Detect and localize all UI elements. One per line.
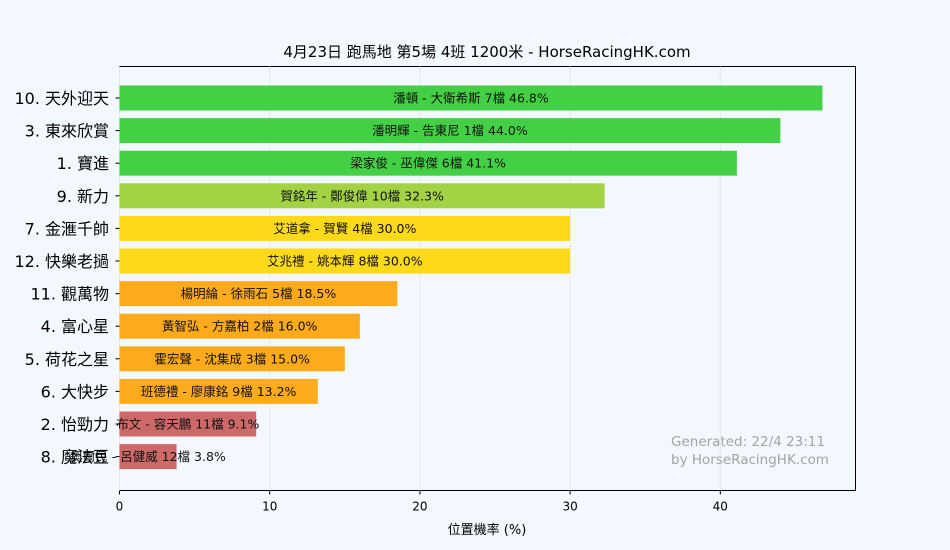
x-tick-label: 30: [562, 500, 577, 514]
bar-label: 楊明綸 - 徐雨石 5檔 18.5%: [181, 286, 337, 301]
category-label: 6. 大快步: [41, 382, 109, 401]
chart-title: 4月23日 跑馬地 第5場 4班 1200米 - HorseRacingHK.c…: [283, 43, 690, 61]
bars-group: 潘頓 - 大衛希斯 7檔 46.8% 潘明輝 - 告東尼 1檔 44.0% 梁家俊 …: [70, 85, 823, 470]
bar-label: 奧爾民 - 呂健威 12檔 3.8%: [70, 449, 226, 464]
bar-label: 布文 - 容天鵬 11檔 9.1%: [116, 417, 259, 432]
bar: [119, 444, 177, 470]
bar: [119, 85, 823, 111]
category-label: 8. 魔法豆: [41, 448, 109, 467]
bar-label: 賀銘年 - 鄭俊偉 10檔 32.3%: [280, 188, 444, 203]
category-label: 11. 觀萬物: [30, 285, 109, 304]
category-label: 1. 寶進: [57, 154, 109, 173]
x-tick-label: 40: [713, 500, 728, 514]
category-label: 12. 快樂老撾: [14, 252, 109, 271]
category-label: 5. 荷花之星: [25, 350, 109, 369]
x-tick-label: 0: [116, 500, 124, 514]
bar: [119, 248, 571, 274]
bar-label: 霍宏聲 - 沈集成 3檔 15.0%: [154, 351, 310, 366]
bar-label: 梁家俊 - 巫偉傑 6檔 41.1%: [350, 156, 506, 171]
credit-generated: Generated: 22/4 23:11: [671, 434, 825, 450]
bar: [119, 215, 571, 241]
x-axis-ticks: 0 10 20 30 40: [116, 490, 728, 514]
bar-label: 黃智弘 - 方嘉柏 2檔 16.0%: [162, 319, 318, 334]
x-tick-label: 20: [412, 500, 427, 514]
x-tick-label: 10: [262, 500, 277, 514]
category-label: 7. 金滙千帥: [25, 219, 109, 238]
x-axis-label: 位置機率 (%): [448, 522, 527, 538]
category-label: 10. 天外迎天: [14, 89, 109, 108]
category-label: 4. 富心星: [41, 317, 109, 336]
bar: [119, 183, 605, 209]
bar: [119, 378, 318, 404]
bar: [119, 411, 257, 437]
bar-label: 班德禮 - 廖康銘 9檔 13.2%: [141, 384, 297, 399]
bar: [119, 118, 781, 144]
category-label: 2. 怡勁力: [41, 415, 109, 434]
bar-label: 潘頓 - 大衛希斯 7檔 46.8%: [393, 91, 549, 106]
bar: [119, 313, 360, 339]
credit-site: by HorseRacingHK.com: [671, 452, 829, 468]
category-label: 9. 新力: [57, 187, 109, 206]
category-labels: 10. 天外迎天 3. 東來欣賞 1. 寶進 9. 新力 7. 金滙千帥 12. 快樂老撾…: [14, 89, 120, 467]
bar: [119, 281, 398, 307]
category-label: 3. 東來欣賞: [25, 122, 109, 141]
bar: [119, 346, 345, 372]
bar-label: 潘明輝 - 告東尼 1檔 44.0%: [372, 123, 528, 138]
bar: [119, 150, 737, 176]
bar-label: 艾兆禮 - 姚本輝 8檔 30.0%: [267, 254, 423, 269]
bar-label: 艾道拿 - 賀賢 4檔 30.0%: [273, 221, 416, 236]
